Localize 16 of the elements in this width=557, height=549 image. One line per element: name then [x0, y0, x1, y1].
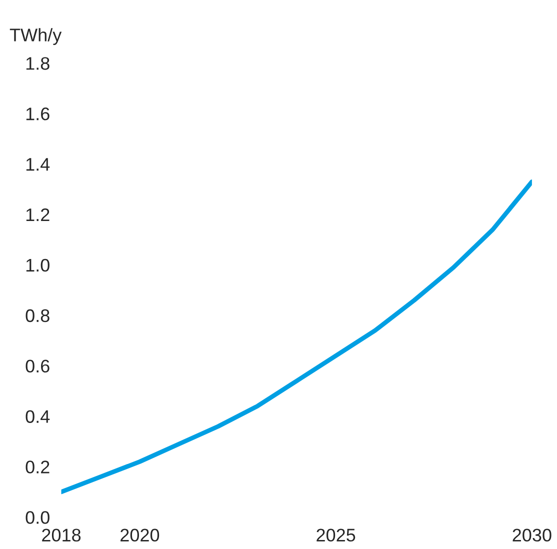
y-tick-label: 0.0 — [26, 511, 50, 524]
y-axis-title: TWh/y — [10, 28, 62, 45]
x-tick-label: 2025 — [316, 528, 356, 542]
y-tick-label: 0.4 — [26, 410, 50, 423]
y-tick-label: 0.6 — [26, 360, 50, 373]
y-tick-label: 1.6 — [26, 108, 50, 120]
y-tick-label: 1.8 — [26, 57, 50, 70]
y-tick-label: 1.2 — [26, 208, 50, 222]
x-tick-label: 2020 — [120, 528, 160, 542]
x-tick-label: 2018 — [42, 528, 81, 542]
y-tick-label: 1.0 — [26, 258, 50, 272]
x-tick-label: 2030 — [512, 528, 552, 542]
y-tick-label: 0.2 — [26, 460, 50, 474]
y-tick-label: 0.8 — [26, 309, 50, 322]
line-series — [61, 179, 532, 494]
y-tick-label: 1.4 — [26, 158, 50, 171]
